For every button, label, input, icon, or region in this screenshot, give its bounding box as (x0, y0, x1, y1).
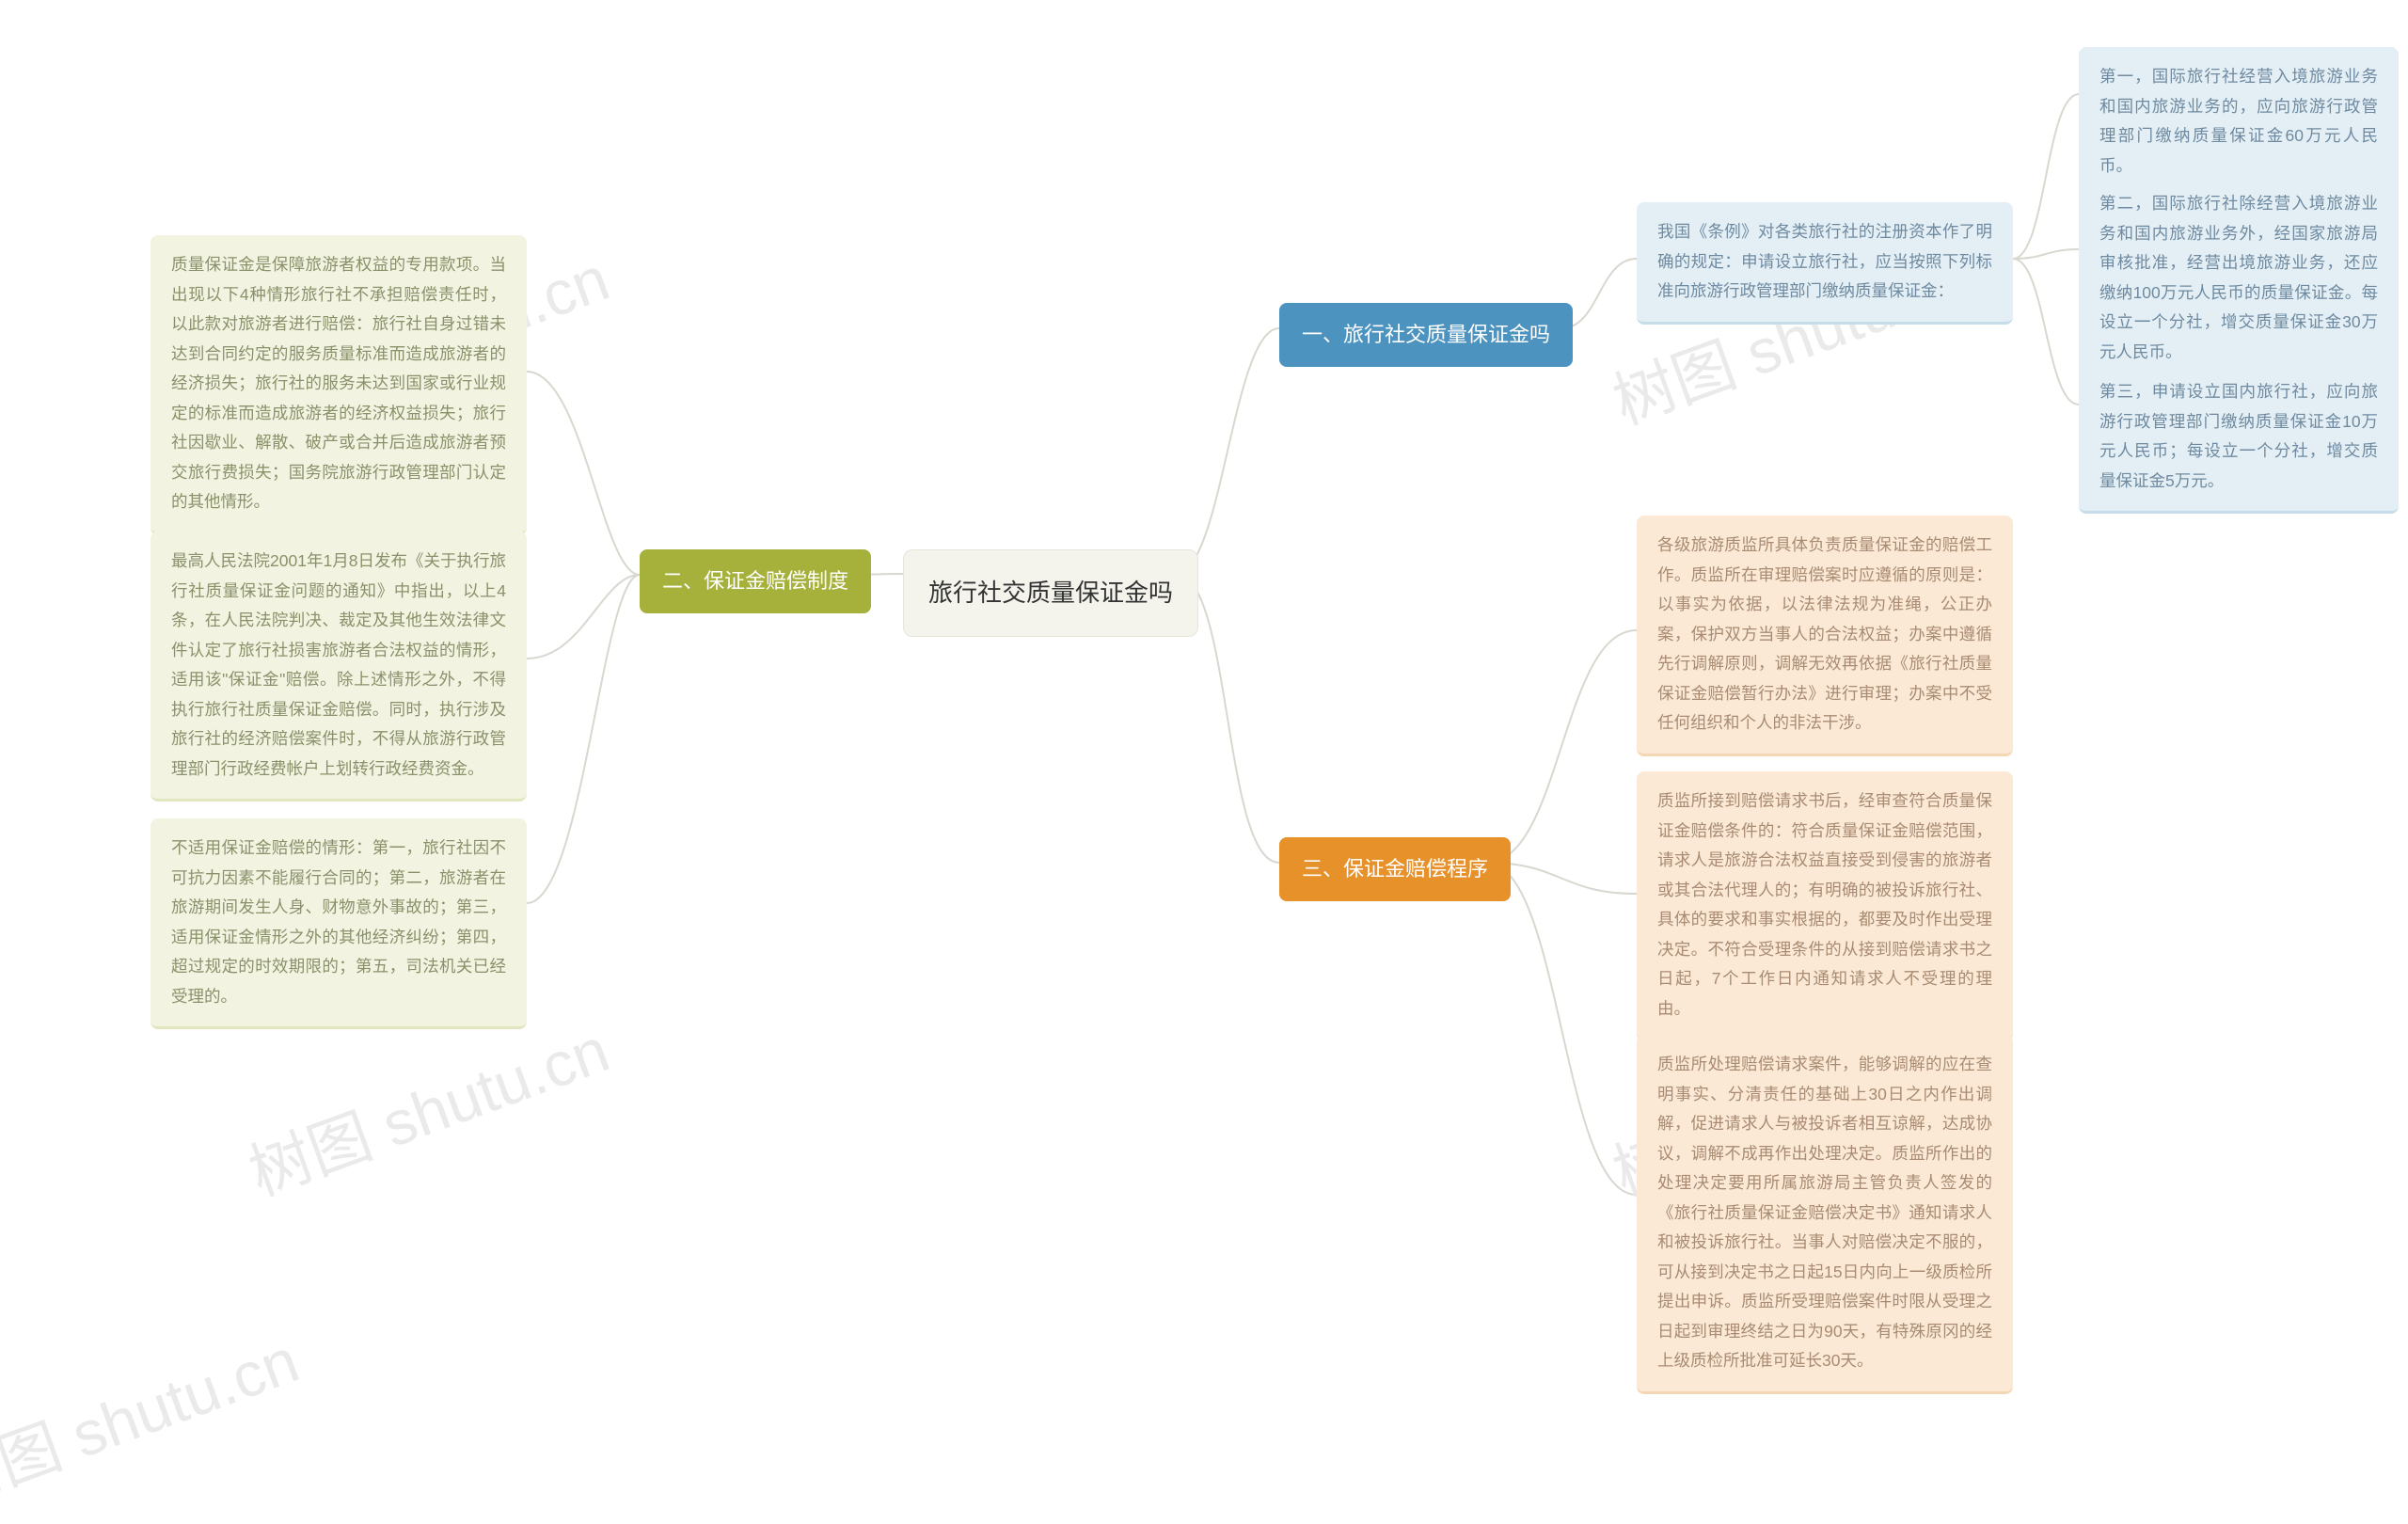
branch-2-leaf: 不适用保证金赔偿的情形：第一，旅行社因不可抗力因素不能履行合同的；第二，旅游者在… (150, 818, 527, 1029)
branch-3-leaf: 质监所接到赔偿请求书后，经审查符合质量保证金赔偿条件的：符合质量保证金赔偿范围，… (1637, 771, 2013, 1041)
branch-3-leaf: 各级旅游质监所具体负责质量保证金的赔偿工作。质监所在审理赔偿案时应遵循的原则是：… (1637, 516, 2013, 756)
branch-3-leaf: 质监所处理赔偿请求案件，能够调解的应在查明事实、分清责任的基础上30日之内作出调… (1637, 1035, 2013, 1394)
watermark: 树图 shutu.cn (235, 1000, 620, 1214)
branch-1-leaf: 第二，国际旅行社除经营入境旅游业务和国内旅游业务外，经国家旅游局审核批准，经营出… (2079, 174, 2399, 385)
branch-2: 二、保证金赔偿制度 (640, 549, 871, 613)
branch-1-leaf: 第三，申请设立国内旅行社，应向旅游行政管理部门缴纳质量保证金10万元人民币；每设… (2079, 362, 2399, 514)
branch-2-leaf: 质量保证金是保障旅游者权益的专用款项。当出现以下4种情形旅行社不承担赔偿责任时，… (150, 235, 527, 535)
branch-1-intermediate: 我国《条例》对各类旅行社的注册资本作了明确的规定：申请设立旅行社，应当按照下列标… (1637, 202, 2013, 325)
mindmap-center: 旅行社交质量保证金吗 (903, 549, 1198, 637)
watermark: 树图 shutu.cn (0, 1310, 309, 1524)
branch-2-leaf: 最高人民法院2001年1月8日发布《关于执行旅行社质量保证金问题的通知》中指出，… (150, 532, 527, 802)
branch-3: 三、保证金赔偿程序 (1279, 837, 1511, 901)
branch-1: 一、旅行社交质量保证金吗 (1279, 303, 1573, 367)
